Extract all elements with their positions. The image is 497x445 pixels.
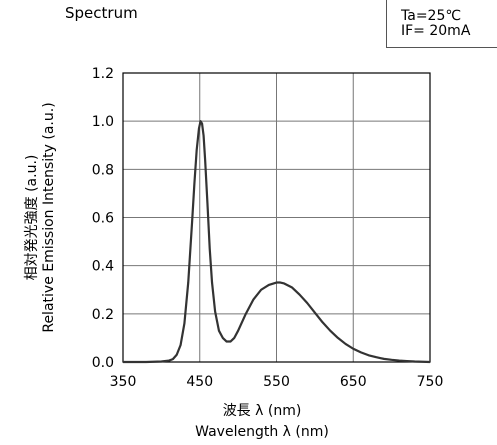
y-tick-label: 0.0 [92,355,114,371]
y-tick-label: 1.0 [92,114,114,130]
y-tick-label: 1.2 [92,66,114,82]
x-tick-label: 650 [340,374,367,390]
x-tick-label: 750 [417,374,444,390]
grid-lines [123,73,430,362]
tick-labels: 350 450 550 650 750 0.0 0.2 0.4 0.6 0.8 1.0 1.2 [92,66,444,390]
y-tick-label: 0.6 [92,211,114,227]
y-axis-label-jp: 相対発光強度 (a.u.) [24,155,40,281]
x-tick-label: 550 [263,374,290,390]
y-tick-label: 0.8 [92,162,114,178]
plot-frame [122,72,431,363]
y-axis-label-en: Relative Emission Intensity (a.u.) [41,102,57,332]
conditions-box: Ta=25℃ IF= 20mA [386,0,497,48]
temperature-condition: Ta=25℃ [401,8,462,24]
spectrum-line [123,120,431,364]
x-tick-label: 450 [186,374,213,390]
chart-title: Spectrum [65,4,138,22]
axis-labels: 波長 λ (nm) Wavelength λ (nm) 相対発光強度 (a.u.) R… [24,102,329,440]
y-tick-label: 0.4 [92,259,114,275]
series-layer [123,120,431,364]
x-tick-label: 350 [110,374,137,390]
current-condition: IF= 20mA [401,23,471,39]
x-axis-label-en: Wavelength λ (nm) [195,424,329,440]
x-axis-label-jp: 波長 λ (nm) [223,403,302,419]
y-tick-label: 0.2 [92,307,114,323]
